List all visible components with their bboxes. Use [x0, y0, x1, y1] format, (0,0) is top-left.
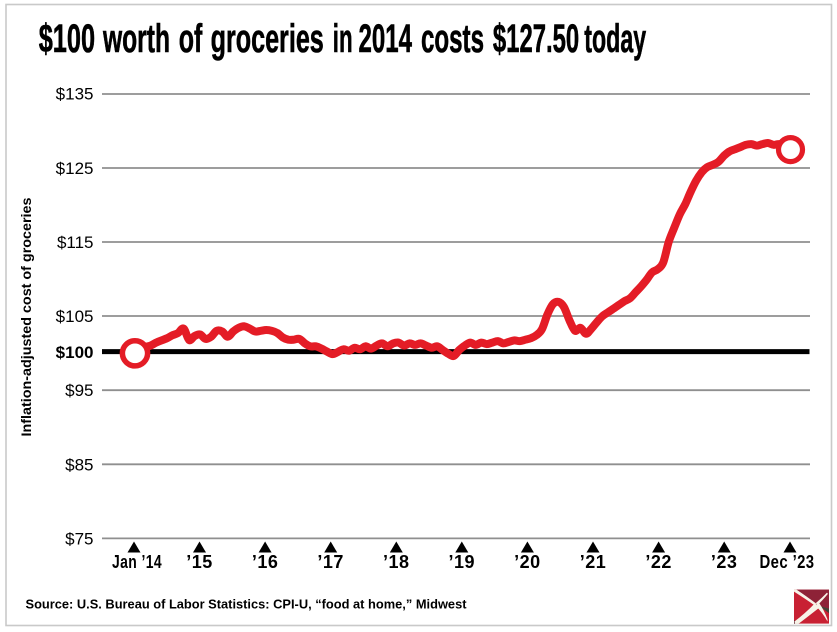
svg-text:$127.50: $127.50 [493, 17, 579, 61]
svg-text:’20: ’20 [514, 552, 541, 572]
svg-text:in: in [333, 17, 353, 61]
svg-text:today: today [584, 17, 646, 61]
svg-text:Dec ’23: Dec ’23 [760, 552, 815, 572]
svg-text:Inflation-adjusted cost of gro: Inflation-adjusted cost of groceries [18, 197, 34, 436]
svg-text:costs: costs [421, 17, 484, 61]
svg-text:’15: ’15 [186, 552, 213, 572]
svg-text:’23: ’23 [711, 552, 738, 572]
svg-text:$105: $105 [56, 307, 94, 326]
svg-text:$100: $100 [39, 17, 95, 61]
svg-text:’18: ’18 [383, 552, 410, 572]
svg-text:groceries: groceries [211, 17, 324, 61]
svg-text:’19: ’19 [449, 552, 476, 572]
svg-text:Jan ’14: Jan ’14 [112, 552, 162, 572]
svg-text:$115: $115 [57, 233, 94, 252]
svg-text:2014: 2014 [359, 17, 413, 61]
svg-text:$95: $95 [65, 381, 93, 400]
svg-text:$100: $100 [56, 343, 94, 362]
svg-text:Source: U.S. Bureau of Labor S: Source: U.S. Bureau of Labor Statistics:… [26, 598, 468, 612]
svg-text:$125: $125 [56, 159, 94, 178]
svg-text:’21: ’21 [580, 552, 607, 572]
svg-text:worth: worth [102, 17, 170, 61]
svg-text:’22: ’22 [645, 552, 672, 572]
svg-text:$135: $135 [56, 85, 94, 104]
svg-text:’16: ’16 [252, 552, 279, 572]
svg-text:$85: $85 [65, 455, 93, 474]
svg-text:$75: $75 [65, 529, 93, 548]
svg-text:’17: ’17 [317, 552, 344, 572]
svg-text:of: of [179, 17, 203, 61]
